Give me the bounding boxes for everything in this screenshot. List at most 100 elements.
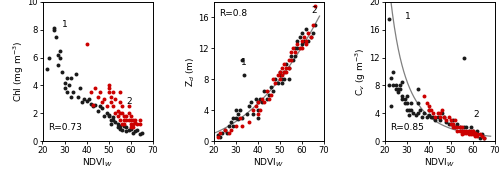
Point — [436, 119, 444, 122]
Point — [429, 115, 437, 118]
Point — [112, 112, 120, 115]
Point — [272, 78, 280, 81]
Point — [396, 84, 404, 87]
Point — [265, 97, 273, 100]
Point — [45, 56, 53, 59]
Point — [107, 123, 115, 126]
Point — [309, 31, 317, 34]
Point — [462, 131, 470, 134]
Point — [474, 129, 482, 132]
Point — [460, 126, 468, 129]
Text: R=0.85: R=0.85 — [390, 123, 424, 132]
Point — [287, 58, 295, 62]
Point — [458, 132, 466, 136]
Point — [114, 126, 122, 129]
Point — [107, 101, 115, 104]
Text: R=0.8: R=0.8 — [219, 9, 247, 18]
Point — [232, 116, 239, 120]
Point — [218, 132, 226, 135]
Point — [302, 27, 310, 31]
Point — [114, 109, 122, 112]
Point — [469, 132, 477, 136]
Point — [449, 126, 457, 129]
Point — [70, 91, 78, 94]
Point — [282, 70, 290, 73]
Point — [254, 101, 262, 104]
Point — [440, 115, 448, 118]
Point — [67, 95, 75, 98]
Point — [298, 43, 306, 46]
Point — [262, 97, 270, 100]
Point — [260, 101, 268, 104]
Point — [262, 89, 270, 93]
Point — [478, 132, 486, 136]
Point — [464, 129, 472, 132]
Point — [127, 127, 135, 130]
Point — [390, 70, 398, 73]
Point — [460, 131, 468, 134]
Point — [385, 18, 393, 21]
Point — [225, 132, 233, 135]
Point — [460, 56, 468, 59]
Point — [236, 109, 244, 112]
Point — [454, 129, 462, 132]
Point — [124, 128, 132, 132]
Point — [267, 85, 275, 89]
Point — [471, 132, 479, 136]
Point — [107, 119, 115, 122]
Point — [458, 129, 466, 132]
Point — [289, 47, 297, 50]
Point — [131, 119, 139, 122]
Point — [254, 116, 262, 120]
Point — [60, 87, 68, 90]
Point — [258, 97, 266, 100]
Point — [52, 35, 60, 38]
Point — [447, 122, 455, 125]
Point — [442, 119, 450, 122]
Point — [280, 78, 288, 81]
Point — [118, 112, 126, 115]
Point — [454, 126, 462, 129]
Point — [291, 54, 299, 58]
Point — [245, 120, 253, 123]
Point — [276, 70, 284, 73]
Y-axis label: Z$_d$ (m): Z$_d$ (m) — [184, 56, 196, 87]
Point — [116, 127, 124, 130]
Point — [260, 89, 268, 93]
Point — [309, 24, 317, 27]
Point — [276, 78, 284, 81]
Point — [124, 119, 132, 122]
Y-axis label: Chl (mg m$^{-3}$): Chl (mg m$^{-3}$) — [12, 41, 26, 102]
Point — [104, 114, 112, 118]
Point — [480, 136, 488, 139]
Point — [282, 66, 290, 69]
Point — [464, 129, 472, 132]
Point — [425, 113, 433, 116]
Point — [466, 129, 474, 132]
Point — [227, 120, 235, 123]
Point — [449, 119, 457, 122]
Point — [388, 77, 396, 80]
Text: 1: 1 — [404, 12, 410, 21]
Point — [422, 115, 430, 118]
Point — [129, 123, 137, 126]
Point — [122, 119, 130, 122]
Point — [120, 123, 128, 126]
Point — [96, 105, 104, 108]
Point — [122, 126, 130, 129]
Point — [116, 119, 124, 122]
Point — [311, 24, 319, 27]
Point — [247, 101, 255, 104]
Point — [294, 43, 302, 46]
Point — [458, 129, 466, 132]
Point — [480, 136, 488, 139]
Point — [452, 119, 460, 122]
Point — [291, 47, 299, 50]
Point — [434, 115, 442, 118]
X-axis label: NDVI$_{W}$: NDVI$_{W}$ — [424, 156, 456, 169]
Point — [300, 39, 308, 42]
Point — [214, 133, 222, 136]
Point — [138, 131, 146, 134]
Point — [280, 70, 288, 73]
Point — [462, 126, 470, 129]
